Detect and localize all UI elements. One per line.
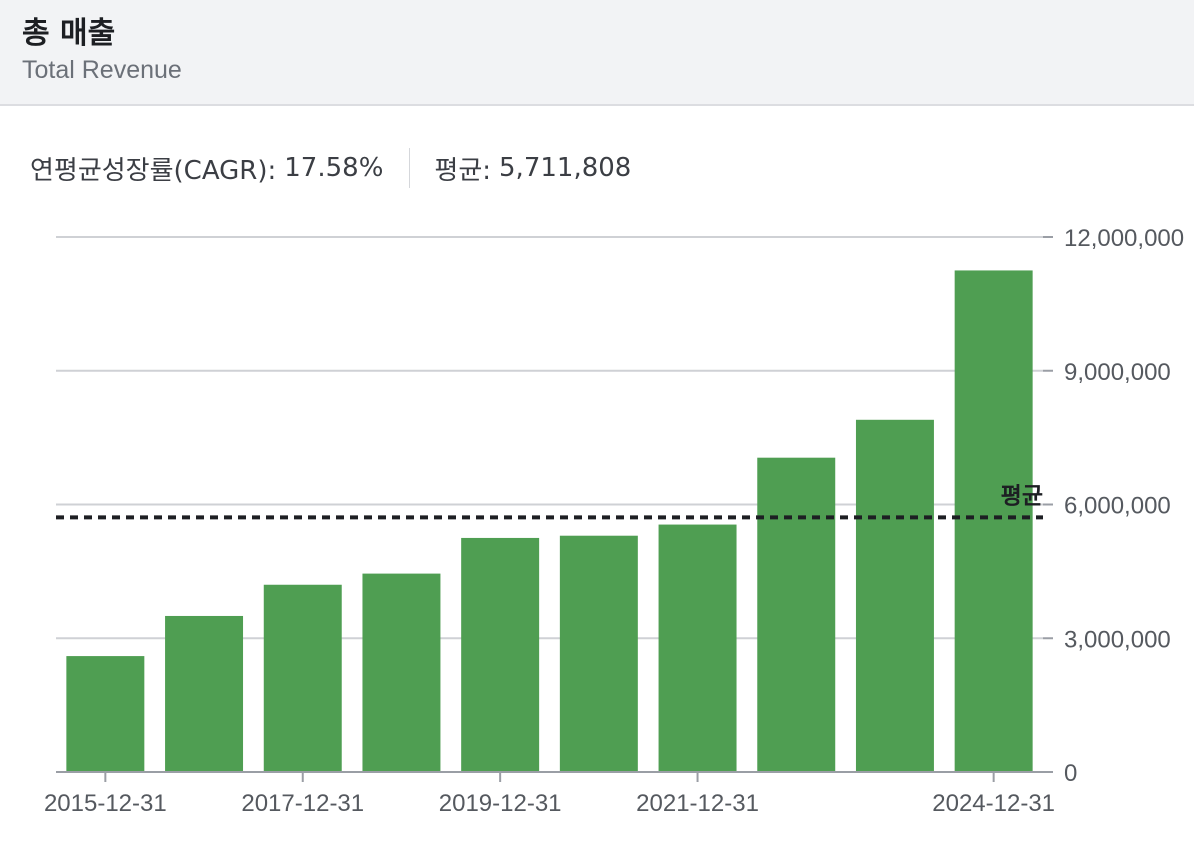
bar bbox=[954, 270, 1033, 772]
bar bbox=[855, 419, 934, 772]
stats-bar: 연평균성장률(CAGR): 17.58% 평균: 5,711,808 bbox=[30, 148, 632, 188]
x-tick-label: 2017-12-31 bbox=[241, 790, 364, 817]
chart-header: 총 매출 Total Revenue bbox=[0, 0, 1194, 106]
x-tick-label: 2015-12-31 bbox=[44, 790, 167, 817]
x-tick-label: 2019-12-31 bbox=[439, 790, 562, 817]
y-tick-label: 12,000,000 bbox=[1064, 225, 1184, 252]
cagr-label: 연평균성장률(CAGR): bbox=[30, 155, 277, 186]
bar bbox=[263, 584, 342, 772]
x-tick-label: 2024-12-31 bbox=[932, 790, 1055, 817]
bar bbox=[165, 615, 244, 772]
bar bbox=[757, 457, 836, 772]
bar bbox=[66, 656, 145, 772]
chart-subtitle: Total Revenue bbox=[22, 56, 182, 84]
average-line-label: 평균 bbox=[1001, 483, 1043, 509]
bar bbox=[362, 573, 441, 772]
stats-divider bbox=[409, 148, 411, 188]
average-label: 평균: bbox=[434, 155, 492, 186]
bar bbox=[658, 524, 737, 772]
bar bbox=[559, 535, 638, 772]
y-tick-label: 9,000,000 bbox=[1064, 359, 1171, 386]
y-tick-label: 6,000,000 bbox=[1064, 493, 1171, 520]
bar bbox=[461, 537, 540, 772]
cagr-value: 17.58% bbox=[284, 153, 384, 183]
y-tick-label: 0 bbox=[1064, 760, 1077, 787]
x-tick-label: 2021-12-31 bbox=[636, 790, 759, 817]
chart-title: 총 매출 bbox=[22, 16, 116, 51]
y-tick-label: 3,000,000 bbox=[1064, 626, 1171, 653]
average-value: 5,711,808 bbox=[499, 153, 632, 183]
